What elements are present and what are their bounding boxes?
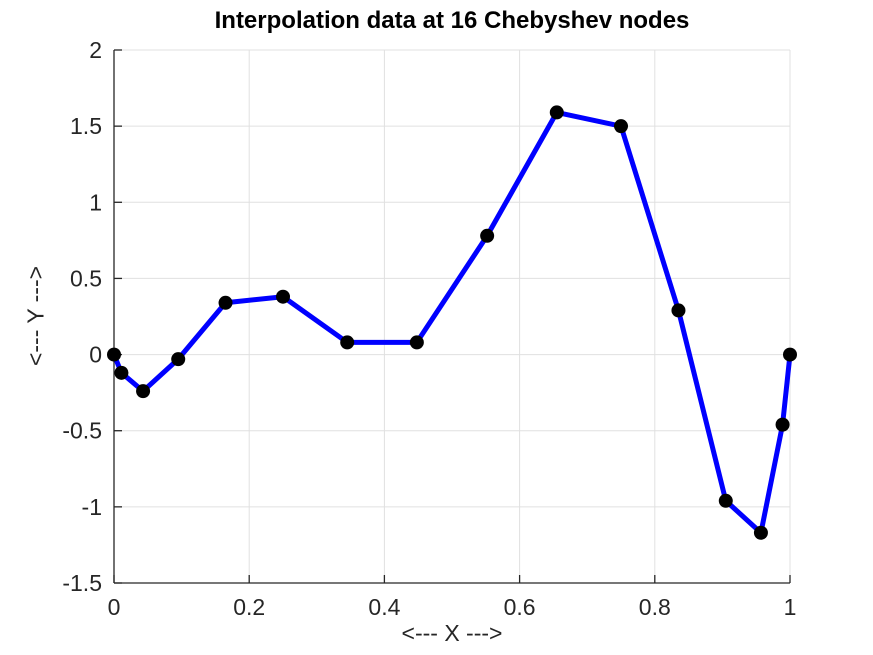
y-tick-label: 1.5 bbox=[70, 113, 102, 139]
data-point-marker bbox=[218, 295, 233, 310]
data-point-marker bbox=[775, 417, 790, 432]
x-tick-label: 1 bbox=[784, 594, 797, 620]
x-tick-label: 0.8 bbox=[639, 594, 671, 620]
data-point-marker bbox=[276, 289, 290, 304]
y-tick-label: -1 bbox=[82, 494, 102, 520]
data-point-marker bbox=[340, 335, 355, 350]
x-tick-label: 0.4 bbox=[368, 594, 400, 620]
data-point-marker bbox=[107, 347, 121, 362]
data-point-marker bbox=[409, 335, 424, 350]
data-point-marker bbox=[614, 119, 628, 134]
y-tick-label: 0.5 bbox=[70, 265, 102, 291]
y-axis-label: <--- Y ---> bbox=[22, 265, 49, 367]
data-point-marker bbox=[171, 352, 186, 367]
y-tick-label: 2 bbox=[89, 37, 102, 63]
tick-labels: 0 0.2 0.4 0.6 0.8 1 -1.5 -1 -0.5 0 0.5 1 1.5 2 bbox=[62, 37, 796, 620]
x-tick-label: 0.2 bbox=[233, 594, 265, 620]
data-point-marker bbox=[718, 493, 733, 508]
x-tick-label: 0.6 bbox=[504, 594, 536, 620]
x-axis-label: <--- X ---> bbox=[401, 620, 503, 646]
series-line bbox=[111, 109, 793, 536]
data-point-marker bbox=[753, 525, 768, 540]
x-tick-label: 0 bbox=[108, 594, 121, 620]
grid-lines bbox=[113, 49, 791, 584]
data-point-marker bbox=[549, 105, 564, 120]
chart-title: Interpolation data at 16 Chebyshev nodes bbox=[214, 7, 690, 34]
data-point-marker bbox=[136, 384, 151, 399]
data-point-marker bbox=[671, 303, 686, 318]
data-point-marker bbox=[783, 347, 797, 362]
y-tick-label: 0 bbox=[89, 342, 102, 368]
series-chebyshev-node-data bbox=[107, 105, 797, 540]
y-tick-label: -1.5 bbox=[62, 570, 102, 596]
y-tick-label: -0.5 bbox=[62, 418, 102, 444]
data-point-marker bbox=[114, 365, 129, 380]
y-tick-label: 1 bbox=[89, 189, 102, 215]
data-point-marker bbox=[480, 228, 495, 243]
